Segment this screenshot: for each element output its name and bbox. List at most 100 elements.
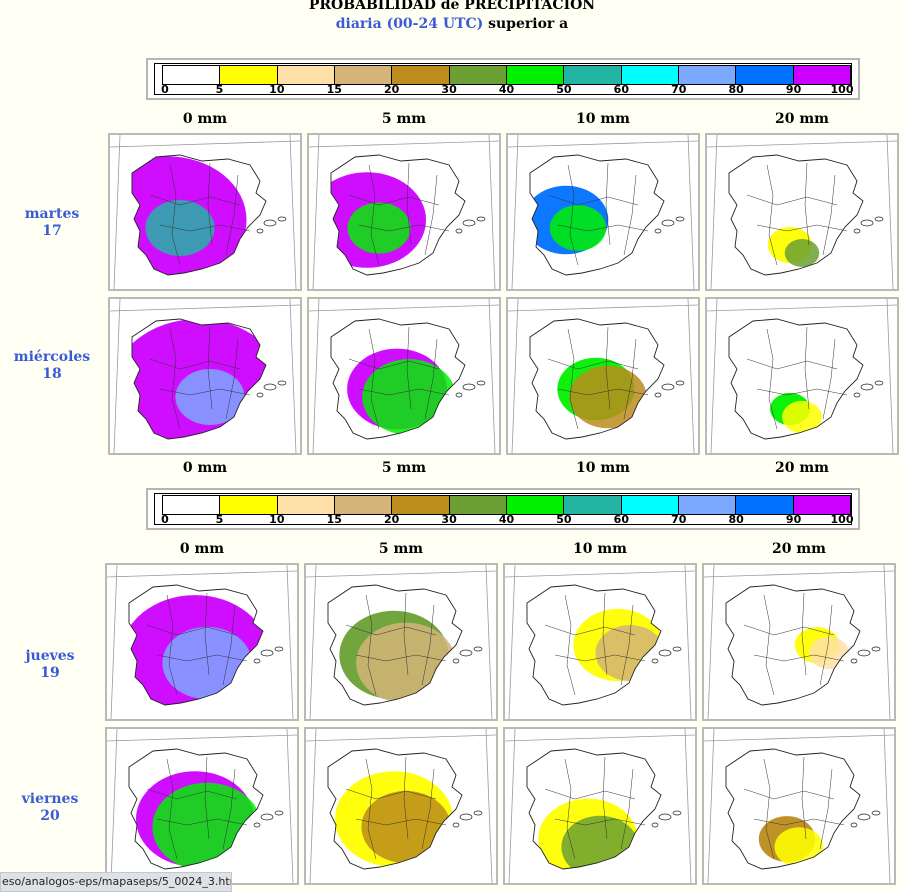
province-border (207, 326, 213, 410)
probability-area (782, 400, 822, 434)
province-border (557, 388, 649, 396)
province-border (207, 162, 213, 246)
probability-map-miércoles-0mm[interactable] (108, 297, 302, 455)
legend-frame: 0 5 10 15 20 30 40 50 60 70 80 90 100 (154, 493, 854, 526)
island-outline (253, 822, 261, 828)
island-outline (857, 649, 871, 657)
island-outline (654, 392, 662, 398)
coastline (529, 154, 665, 276)
day-number: 18 (42, 366, 62, 382)
legend-tick-label: 50 (556, 83, 572, 96)
province-border (166, 594, 178, 696)
legend-tick-label: 30 (441, 513, 457, 526)
probability-map-jueves-20mm[interactable] (702, 563, 896, 721)
map-graticule (289, 135, 297, 289)
map-graticule (883, 565, 891, 719)
province-border (623, 338, 637, 420)
probability-map-martes-5mm[interactable] (307, 133, 501, 291)
province-border (204, 592, 210, 676)
legend-swatch (678, 496, 737, 514)
map-graticule (511, 135, 519, 289)
legend-tick-label: 60 (613, 513, 629, 526)
map-graticule (710, 135, 718, 289)
province-border (403, 756, 409, 840)
map-graticule (707, 565, 715, 719)
probability-map-viernes-20mm[interactable] (702, 727, 896, 885)
day-label-miércoles[interactable]: miércoles 18 (2, 349, 102, 383)
threshold-column-header: 20 mm (772, 541, 826, 557)
legend-swatch (220, 496, 278, 514)
map-graphic (306, 565, 496, 719)
island-outline (675, 216, 685, 222)
legend-swatch (621, 496, 679, 514)
probability-map-martes-20mm[interactable] (705, 133, 899, 291)
island-outline (874, 380, 884, 386)
province-border (801, 592, 807, 676)
island-outline (672, 646, 682, 652)
island-outline (857, 813, 871, 821)
map-graticule (110, 565, 118, 719)
island-outline (459, 649, 473, 657)
island-outline (672, 810, 682, 816)
map-graticule (687, 135, 695, 289)
map-graphic (704, 565, 894, 719)
legend-tick-label: 90 (785, 83, 802, 96)
day-name: miércoles (13, 349, 91, 365)
province-border (159, 388, 251, 396)
threshold-column-header: 0 mm (182, 111, 228, 127)
island-outline (654, 228, 662, 234)
legend-tick-label: 70 (671, 513, 687, 526)
probability-map-miércoles-5mm[interactable] (307, 297, 501, 455)
coastline (526, 748, 662, 870)
province-border (567, 328, 579, 430)
province-border (763, 758, 775, 860)
legend-tick-label: 0 (161, 513, 169, 526)
island-outline (253, 658, 261, 664)
province-border (743, 788, 835, 800)
province-border (222, 604, 236, 686)
province-border (358, 224, 450, 232)
probability-map-viernes-0mm[interactable] (105, 727, 299, 885)
legend-tick-label: 80 (728, 513, 744, 526)
island-outline (473, 810, 483, 816)
probability-map-miércoles-20mm[interactable] (705, 297, 899, 455)
coastline (728, 154, 864, 276)
map-graticule (110, 140, 300, 148)
map-graticule (113, 299, 121, 453)
subtitle-period: diaria (00-24 UTC) (335, 16, 484, 32)
threshold-column-header: 10 mm (573, 541, 627, 557)
map-graphic (110, 299, 300, 453)
province-border (763, 594, 775, 696)
legend-swatch (564, 66, 622, 84)
province-border (403, 592, 409, 676)
province-border (368, 164, 380, 266)
legend-tick-label: 0 (161, 83, 169, 96)
probability-area (774, 827, 824, 867)
probability-map-viernes-5mm[interactable] (304, 727, 498, 885)
legend-tick-label: 5 (215, 513, 224, 526)
province-border (222, 768, 236, 850)
probability-area (145, 200, 215, 256)
legend-swatch (793, 496, 850, 514)
map-graticule (505, 734, 695, 742)
legend-swatch (163, 66, 221, 84)
island-outline (658, 813, 672, 821)
probability-map-jueves-10mm[interactable] (503, 563, 697, 721)
legend-tick-label: 100 (830, 513, 854, 526)
threshold-column-header: 5 mm (381, 111, 427, 127)
day-label-martes[interactable]: martes 17 (2, 206, 102, 240)
island-outline (850, 822, 858, 828)
province-border (547, 358, 639, 370)
probability-map-martes-10mm[interactable] (506, 133, 700, 291)
probability-map-martes-0mm[interactable] (108, 133, 302, 291)
map-graticule (286, 729, 294, 883)
map-graticule (684, 729, 692, 883)
probability-map-miércoles-10mm[interactable] (506, 297, 700, 455)
page-subtitle: diaria (00-24 UTC) superior a (0, 16, 904, 32)
probability-map-jueves-5mm[interactable] (304, 563, 498, 721)
day-label-jueves[interactable]: jueves 19 (0, 648, 100, 682)
island-outline (462, 219, 476, 227)
probability-map-viernes-10mm[interactable] (503, 727, 697, 885)
day-label-viernes[interactable]: viernes 20 (0, 791, 100, 825)
probability-map-jueves-0mm[interactable] (105, 563, 299, 721)
